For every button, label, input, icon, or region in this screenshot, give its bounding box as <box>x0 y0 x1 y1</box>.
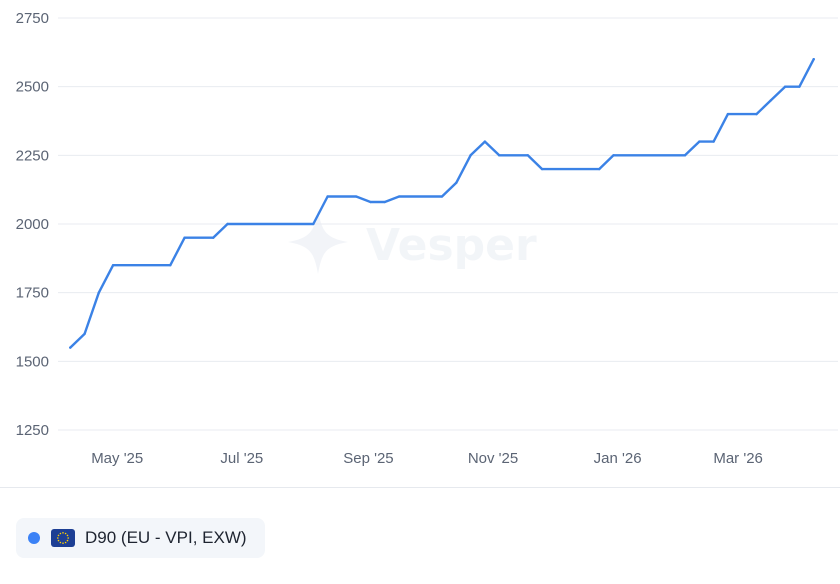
y-tick-label: 2750 <box>16 10 49 27</box>
data-point <box>169 264 172 267</box>
x-tick-label: Jul '25 <box>220 450 263 467</box>
eu-flag-icon <box>51 529 75 547</box>
series-line-d90 <box>69 58 815 349</box>
data-point <box>183 236 186 239</box>
data-point <box>354 195 358 198</box>
price-chart: 1250 1500 1750 2000 2250 2500 2750 May '25 Jul '… <box>16 10 838 467</box>
data-point <box>397 195 401 198</box>
data-point <box>612 154 615 157</box>
data-point <box>726 112 730 116</box>
data-point <box>783 85 787 88</box>
data-point <box>226 222 229 226</box>
data-point <box>683 154 687 157</box>
data-point <box>497 154 501 157</box>
series-color-dot <box>28 532 40 544</box>
y-tick-label: 1250 <box>16 422 49 439</box>
legend-item-d90[interactable]: D90 (EU - VPI, EXW) <box>16 518 265 558</box>
watermark: Vesper <box>288 210 537 274</box>
data-point <box>483 140 487 143</box>
data-point <box>440 195 444 198</box>
y-tick-label: 2000 <box>16 216 49 233</box>
data-point <box>83 332 86 336</box>
chart-legend-divider <box>0 487 840 488</box>
data-point <box>798 85 801 88</box>
data-point <box>312 222 315 226</box>
data-point <box>383 200 386 204</box>
x-tick-label: Sep '25 <box>343 450 393 467</box>
chart-svg: 1250 1500 1750 2000 2250 2500 2750 May '25 Jul '… <box>16 10 838 467</box>
data-point <box>769 99 773 102</box>
data-point <box>69 346 72 349</box>
x-tick-label: Mar '26 <box>713 450 763 467</box>
y-tick-label: 2500 <box>16 79 49 96</box>
y-tick-label: 2250 <box>16 147 49 164</box>
data-point <box>326 195 329 198</box>
data-point <box>755 112 758 116</box>
data-point <box>540 167 544 171</box>
data-point <box>455 181 458 184</box>
data-point <box>698 140 701 143</box>
data-point <box>812 58 815 61</box>
data-point <box>369 200 372 204</box>
data-point <box>712 140 715 143</box>
x-tick-label: Jan '26 <box>594 450 642 467</box>
y-tick-label: 1500 <box>16 353 49 370</box>
x-tick-label: May '25 <box>91 450 143 467</box>
legend-label: D90 (EU - VPI, EXW) <box>85 528 247 547</box>
data-point <box>469 154 472 157</box>
watermark-text: Vesper <box>366 220 537 271</box>
data-point <box>111 264 115 267</box>
data-point <box>97 291 101 294</box>
data-point <box>598 167 601 171</box>
sparkle-star-icon <box>288 210 348 274</box>
data-point <box>526 154 529 157</box>
data-point <box>212 236 215 239</box>
y-tick-label: 1750 <box>16 285 49 302</box>
x-tick-label: Nov '25 <box>468 450 518 467</box>
